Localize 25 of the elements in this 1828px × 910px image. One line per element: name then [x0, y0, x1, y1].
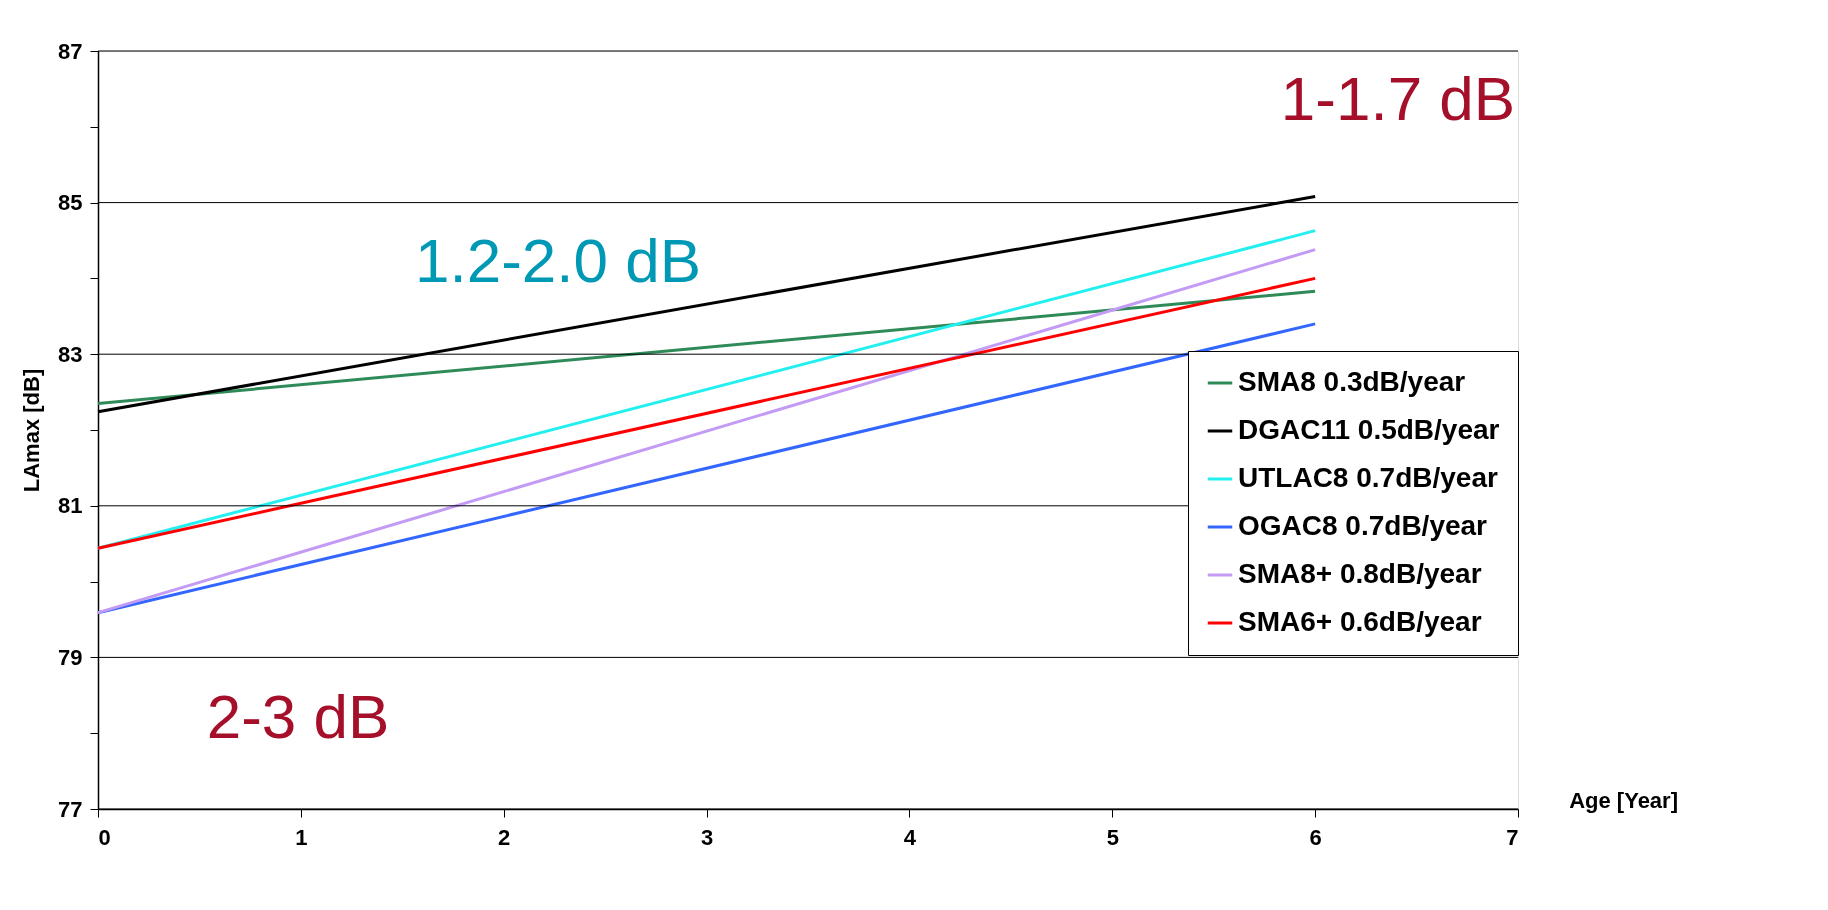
x-axis-title: Age [Year] — [1569, 788, 1678, 813]
annotation: 1.2-2.0 dB — [414, 226, 702, 295]
y-tick-label: 83 — [58, 341, 83, 367]
y-tick-label: 87 — [58, 38, 83, 64]
x-tick-label: 5 — [1106, 824, 1119, 850]
x-tick-label: 6 — [1309, 824, 1322, 850]
annotation: 2-3 dB — [206, 682, 390, 751]
legend-label: OGAC8 0.7dB/year — [1238, 510, 1488, 541]
legend-label: SMA8+ 0.8dB/year — [1238, 558, 1482, 589]
x-tick-label: 0 — [98, 824, 111, 850]
x-tick-label: 1 — [295, 824, 308, 850]
legend-label: SMA8 0.3dB/year — [1238, 366, 1466, 397]
y-tick-label: 81 — [58, 493, 83, 519]
y-axis-title: LAmax [dB] — [19, 368, 45, 493]
annotation: 1-1.7 dB — [1280, 64, 1516, 133]
y-tick-label: 77 — [58, 796, 83, 822]
legend-label: SMA6+ 0.6dB/year — [1238, 606, 1482, 637]
y-tick-label: 79 — [58, 644, 83, 670]
x-tick-label: 4 — [903, 824, 917, 850]
y-tick-label: 85 — [58, 190, 83, 216]
x-tick-label: 7 — [1506, 824, 1519, 850]
legend-label: UTLAC8 0.7dB/year — [1238, 462, 1498, 493]
x-tick-label: 3 — [700, 824, 714, 850]
x-tick-label: 2 — [498, 824, 511, 850]
legend-label: DGAC11 0.5dB/year — [1238, 414, 1500, 445]
